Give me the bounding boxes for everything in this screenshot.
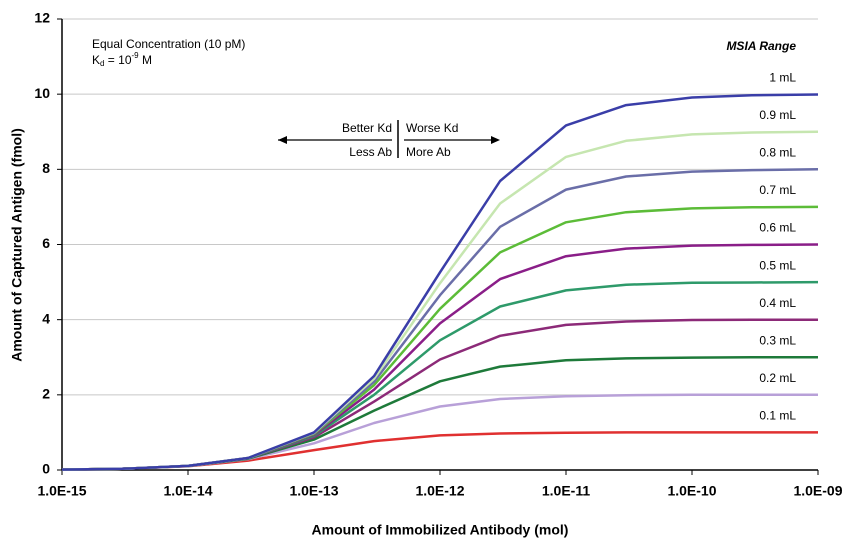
- annotation-part: K: [92, 53, 100, 67]
- x-tick-label: 1.0E-13: [289, 483, 338, 499]
- series-label: 0.9 mL: [759, 108, 796, 122]
- y-tick-label: 12: [34, 10, 50, 26]
- y-tick-label: 2: [42, 386, 50, 402]
- x-tick-label: 1.0E-10: [667, 483, 716, 499]
- direction-annotation: Better Kd Less Ab Worse Kd More Ab: [278, 120, 500, 159]
- arrowhead: [491, 136, 500, 144]
- y-axis-title: Amount of Captured Antigen (fmol): [9, 128, 25, 362]
- series-label: 1 mL: [769, 71, 796, 85]
- y-tick-label: 0: [42, 461, 50, 477]
- annotation: Less Ab: [349, 145, 392, 159]
- annotation: Worse Kd: [406, 121, 458, 135]
- annotation-part: d: [100, 59, 104, 68]
- y-tick-label: 8: [42, 160, 50, 176]
- arrowhead: [278, 136, 287, 144]
- annotation: Kd = 10-9 M: [92, 51, 152, 68]
- annotation-part: M: [139, 53, 152, 67]
- x-tick-label: 1.0E-15: [37, 483, 86, 499]
- annotation: Equal Concentration (10 pM): [92, 37, 245, 51]
- series-label: 0.8 mL: [759, 146, 796, 160]
- series-label: 0.4 mL: [759, 296, 796, 310]
- y-tick-label: 4: [42, 310, 50, 326]
- x-axis-title: Amount of Immobilized Antibody (mol): [312, 522, 569, 538]
- series-label: 0.6 mL: [759, 221, 796, 235]
- annotation: More Ab: [406, 145, 451, 159]
- annotation: Better Kd: [342, 121, 392, 135]
- legend-title: MSIA Range: [726, 39, 796, 53]
- annotation-part: = 10: [104, 53, 131, 67]
- y-tick-label: 10: [34, 85, 50, 101]
- series-label: 0.1 mL: [759, 409, 796, 423]
- x-tick-label: 1.0E-12: [415, 483, 464, 499]
- series-line: [61, 431, 818, 471]
- y-tick-label: 6: [42, 235, 50, 251]
- annotation-part: -9: [132, 51, 140, 60]
- series-label: 0.5 mL: [759, 258, 796, 272]
- series-label: 0.7 mL: [759, 183, 796, 197]
- series-line: [61, 356, 818, 471]
- series-line: [61, 93, 819, 471]
- x-tick-label: 1.0E-14: [163, 483, 212, 499]
- series-label: 0.3 mL: [759, 333, 796, 347]
- series-line: [61, 130, 819, 471]
- x-tick-label: 1.0E-09: [793, 483, 842, 499]
- series-label: 0.2 mL: [759, 371, 796, 385]
- x-tick-label: 1.0E-11: [542, 483, 590, 499]
